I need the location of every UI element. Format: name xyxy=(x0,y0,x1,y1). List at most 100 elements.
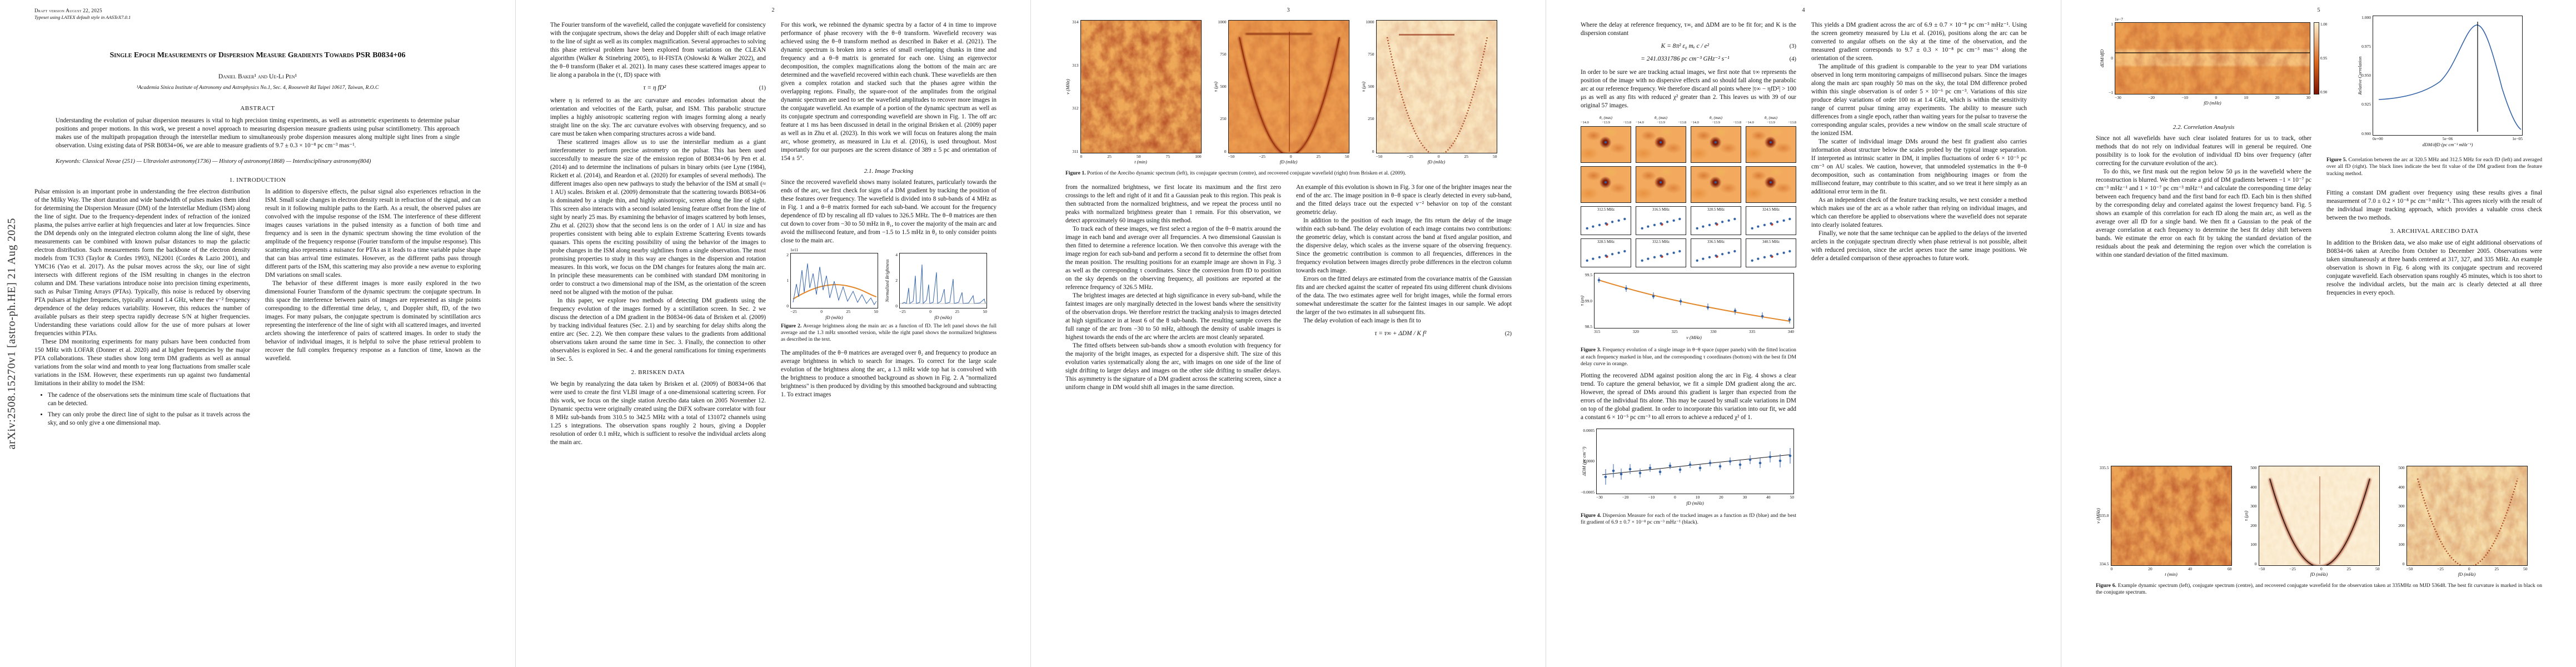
page-4-content: Where the delay at reference frequency, … xyxy=(1581,21,2027,627)
fig3-bottom-xlabel: ν (MHz) xyxy=(1686,335,1702,341)
fig1-a-xticks: 0 25 50 75 100 xyxy=(1080,154,1202,159)
fig3-theta-label: θ₁ (mas) xyxy=(1765,116,1777,120)
paragraph: In this paper, we explore two methods of… xyxy=(550,297,766,363)
equation-4-number: (4) xyxy=(1789,56,1796,62)
fig2-left-xticks: −25 0 25 50 xyxy=(790,308,878,314)
fig6-a-xlabel: t (min) xyxy=(2165,572,2178,577)
fig2-left-scale-note: 1e11 xyxy=(790,247,799,252)
fig6-c-image xyxy=(2406,466,2528,566)
fig3-theta-label: θ₁ (mas) xyxy=(1710,116,1722,120)
fig4-yticks: 0.0005 0.0000 −0.0005 xyxy=(1581,428,1595,495)
page-2-content: The Fourier transform of the wavefield, … xyxy=(550,21,996,627)
fig6-a-image xyxy=(2110,466,2232,566)
fig6-a-yticks: 335.5 335.0 334.5 xyxy=(2099,465,2109,566)
fig3-theta-theta-row-1 xyxy=(1581,126,1796,163)
fig3-position-panel: 328.5 MHz xyxy=(1581,238,1631,268)
fig5-right-plot xyxy=(2373,16,2523,136)
fig6-a-xticks: 0 20 40 60 xyxy=(2110,566,2232,571)
fig3-theta-theta-panel xyxy=(1581,126,1631,163)
figure-6-caption-label: Figure 6. xyxy=(2096,583,2116,589)
subsection-heading-image-tracking: 2.1. Image Tracking xyxy=(864,168,914,175)
page-number: 3 xyxy=(1287,7,1290,13)
fig5-right-yticks: 1.000 0.975 0.950 0.925 0.900 xyxy=(2361,15,2371,136)
fig3-theta-ticks: −14.0 −13.9 −13.8 xyxy=(1746,120,1796,125)
fig3-theta-theta-panel xyxy=(1691,126,1741,163)
paragraph: To track each of these images, we first … xyxy=(1065,226,1281,291)
figure-1-caption-label: Figure 1. xyxy=(1065,170,1086,176)
fig3-fitted-position-row-2: 328.5 MHz 332.5 MHz 336.5 MHz 340.5 MHz xyxy=(1581,238,1796,268)
fig6-b-xlabel: fD (mHz) xyxy=(2310,572,2328,577)
page-5: 5 1e−7 dDM/dfD 1 0 −1 −30 −20 −10 0 10 20 30 fD … xyxy=(2061,0,2576,667)
arxiv-stamp-text: arXiv:2508.15270v1 [astro-ph.HE] 21 Aug … xyxy=(6,217,18,450)
fig1-b-ylabel: τ (μs) xyxy=(1213,81,1218,92)
fig6-c-xticks: −50 −25 0 25 50 xyxy=(2406,566,2528,571)
fig3-theta-theta-panel xyxy=(1746,166,1796,203)
fig6-c-yticks: 500 400 300 200 100 0 xyxy=(2398,465,2405,566)
fig1-c-xticks: −50 −25 0 25 50 xyxy=(1376,154,1497,159)
paragraph: Since not all wavefields have such clear… xyxy=(2096,135,2311,167)
fig3-theta-theta-panel xyxy=(1581,166,1631,203)
fig6-b-ylabel: τ (μs) xyxy=(2243,510,2249,521)
draft-header: Draft version August 22, 2025 Typeset us… xyxy=(34,8,131,20)
fig1-b-xticks: −50 −25 0 25 50 xyxy=(1228,154,1349,159)
equation-1-body: τ = η fD² xyxy=(643,84,666,91)
p1-column-left: Pulsar emission is an important probe in… xyxy=(34,188,250,545)
p5-column-left: 2.2. Correlation Analysis Since not all … xyxy=(2096,119,2311,452)
fig3-bottom-yticks: 99.5 99.0 98.5 xyxy=(1585,272,1592,329)
fig3-freq-label: 320.5 MHz xyxy=(1707,208,1725,212)
figure-6: ν (MHz) 335.5 335.0 334.5 0 20 40 60 t (min) … xyxy=(2096,465,2543,596)
page-3-content: ν (MHz) 314 313 312 311 0 25 50 75 100 t (min) … xyxy=(1065,20,1512,600)
paragraph: As an independent check of the feature t… xyxy=(1811,197,2027,228)
p5-column-right: Fitting a constant DM gradient over freq… xyxy=(2326,189,2542,455)
figure-1-caption: Figure 1. Portion of the Arecibo dynamic… xyxy=(1065,170,1512,177)
fig5-left-xlabel: fD (mHz) xyxy=(2204,101,2221,106)
figure-4-caption-label: Figure 4. xyxy=(1581,512,1601,519)
figure-3-caption-label: Figure 3. xyxy=(1581,347,1601,354)
fig1-c-image xyxy=(1376,20,1497,153)
fig3-bottom-xticks: 315 320 325 330 335 340 xyxy=(1594,329,1794,335)
equation-3-number: (3) xyxy=(1789,43,1796,49)
figure-1-caption-text: Portion of the Arecibo dynamic spectrum … xyxy=(1087,170,1406,176)
p4-column-right: This yields a DM gradient across the arc… xyxy=(1811,21,2027,627)
paragraph: The scatter of individual image DMs arou… xyxy=(1811,138,2027,195)
figure-3-caption-text: Frequency evolution of a single image in… xyxy=(1581,347,1796,367)
equation-4: = 241.0331786 pc cm⁻³ GHz⁻² s⁻¹ (4) xyxy=(1581,55,1796,63)
fig3-position-dots xyxy=(1691,212,1741,235)
page-4: 4 Where the delay at reference frequency… xyxy=(1546,0,2061,667)
fig6-dynamic-spectrum-panel: ν (MHz) 335.5 335.0 334.5 0 20 40 60 t (min) xyxy=(2096,466,2232,577)
arxiv-stamp: arXiv:2508.15270v1 [astro-ph.HE] 21 Aug … xyxy=(6,0,18,667)
fig1-c-ylabel: τ (μs) xyxy=(1361,81,1366,92)
fig1-c-yticks: 1000 750 500 250 0 xyxy=(1366,19,1374,154)
paragraph: Since the recovered wavefield shows many… xyxy=(781,178,996,244)
limitations-list: The cadence of the observations sets the… xyxy=(48,391,250,427)
subsection-heading-correlation-analysis: 2.2. Correlation Analysis xyxy=(2173,124,2235,131)
figure-2-caption: Figure 2. Average brightness along the m… xyxy=(781,323,996,344)
fig6-b-yticks: 500 400 300 200 100 0 xyxy=(2250,465,2257,566)
fig1-c-xlabel: fD (mHz) xyxy=(1427,160,1446,165)
fig5-left-scale-note: 1e−7 xyxy=(2115,17,2124,22)
paragraph: The amplitudes of the θ−θ matrices are a… xyxy=(781,349,996,398)
figure-2-caption-label: Figure 2. xyxy=(781,322,802,329)
fig3-theta-ticks: −14.0 −13.9 −13.8 xyxy=(1691,120,1741,125)
paragraph: In addition to the Brisken data, we also… xyxy=(2326,239,2542,296)
figure-6-caption: Figure 6. Example dynamic spectrum (left… xyxy=(2096,583,2542,596)
equation-2-number: (2) xyxy=(1504,330,1512,337)
draft-version-line: Draft version August 22, 2025 xyxy=(34,8,102,13)
fig3-freq-label: 336.5 MHz xyxy=(1707,240,1725,245)
figure-4: ΔDM (pc cm⁻³) 0.0005 0.0000 −0.0005 xyxy=(1581,429,1796,526)
page-1-content: Single Epoch Measurements of Dispersion … xyxy=(34,0,481,545)
fig1-dynamic-spectrum-panel: ν (MHz) 314 313 312 311 0 25 50 75 100 t (min) xyxy=(1065,20,1202,165)
figure-5-caption-label: Figure 5. xyxy=(2326,157,2347,163)
paragraph: To do this, we first mask out the region… xyxy=(2096,168,2311,258)
paragraph: The fitted offsets between sub-bands sho… xyxy=(1065,342,1281,391)
fig4-plot xyxy=(1596,429,1794,495)
keywords-line: Keywords: Classical Novae (251) — Ultrav… xyxy=(56,158,460,165)
page-1: arXiv:2508.15270v1 [astro-ph.HE] 21 Aug … xyxy=(0,0,515,667)
fig3-position-panel: 336.5 MHz xyxy=(1691,238,1741,268)
fig4-xlabel: fD (mHz) xyxy=(1686,501,1704,506)
p3-column-right: An example of this evolution is shown in… xyxy=(1296,183,1512,600)
